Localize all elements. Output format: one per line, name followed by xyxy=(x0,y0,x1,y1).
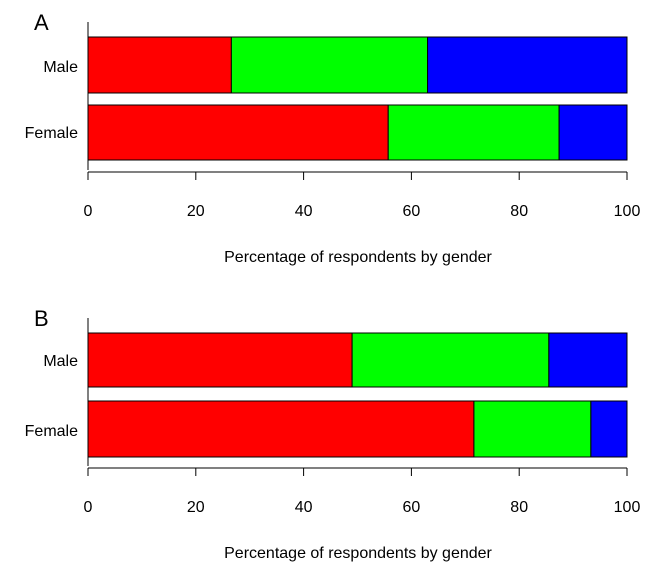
bar-segment-female-3 xyxy=(590,400,628,458)
panel-label: B xyxy=(34,306,49,331)
category-label-female: Female xyxy=(25,423,78,440)
x-tick-label: 0 xyxy=(84,203,93,220)
bar-segment-female-2 xyxy=(387,104,560,161)
bar-group xyxy=(87,332,628,458)
x-tick-label: 40 xyxy=(295,203,313,220)
bar-group xyxy=(87,36,628,161)
x-tick-label: 40 xyxy=(295,499,313,516)
x-tick-label: 60 xyxy=(403,499,421,516)
bar-segment-male-2 xyxy=(230,36,429,94)
x-tick-label: 60 xyxy=(403,203,421,220)
panel-b: B Male Female 0 20 40 60 80 100 Percentage of… xyxy=(25,306,641,562)
x-tick-label: 100 xyxy=(614,203,641,220)
x-tick-label: 0 xyxy=(84,499,93,516)
bar-segment-female-3 xyxy=(558,104,628,161)
panel-label: A xyxy=(34,10,49,35)
x-axis-title: Percentage of respondents by gender xyxy=(224,545,492,562)
bar-segment-male-3 xyxy=(548,332,628,388)
x-ticks: 0 20 40 60 80 100 xyxy=(84,172,641,220)
x-tick-label: 100 xyxy=(614,499,641,516)
category-label-male: Male xyxy=(43,353,78,370)
x-axis-title: Percentage of respondents by gender xyxy=(224,249,492,266)
x-tick-label: 20 xyxy=(187,499,205,516)
x-tick-label: 80 xyxy=(510,499,528,516)
category-label-male: Male xyxy=(43,59,78,76)
bar-segment-male-3 xyxy=(427,36,628,94)
bar-segment-female-2 xyxy=(473,400,592,458)
bar-segment-male-1 xyxy=(87,36,232,94)
x-ticks: 0 20 40 60 80 100 xyxy=(84,468,641,516)
bar-segment-female-1 xyxy=(87,104,389,161)
x-tick-label: 20 xyxy=(187,203,205,220)
bar-segment-female-1 xyxy=(87,400,475,458)
category-label-female: Female xyxy=(25,125,78,142)
panel-a: A Male Female 0 20 40 60 80 100 Percentage of… xyxy=(25,10,641,266)
bar-segment-male-1 xyxy=(87,332,353,388)
bar-segment-male-2 xyxy=(351,332,550,388)
x-tick-label: 80 xyxy=(510,203,528,220)
